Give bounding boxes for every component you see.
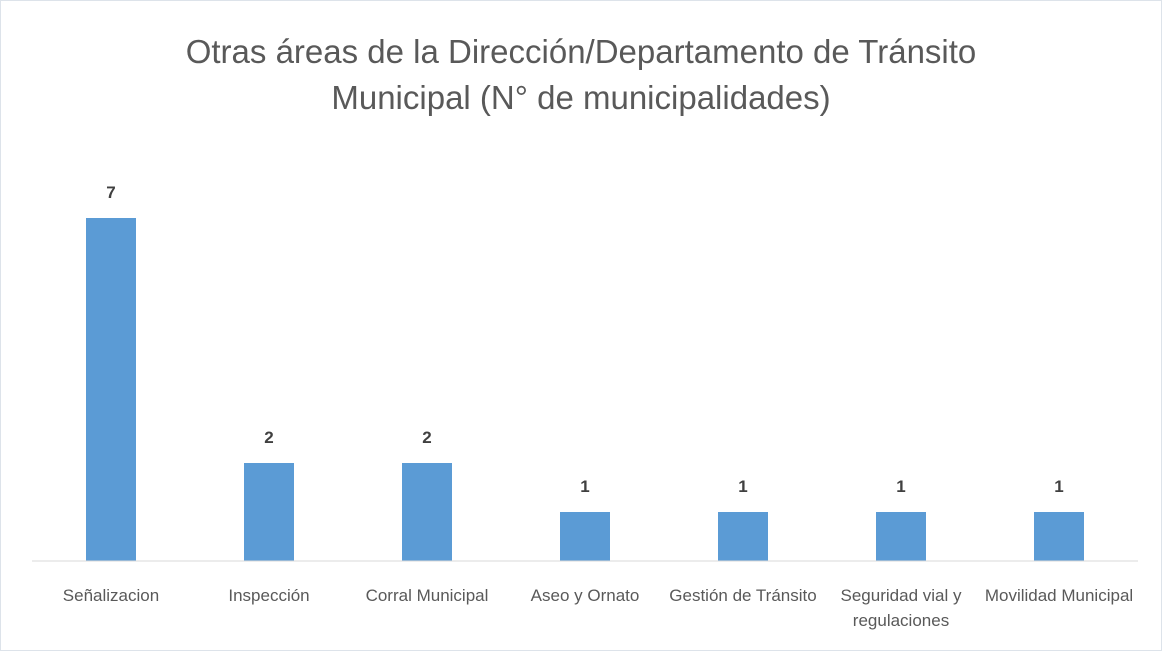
- x-tick-label: Señalizacion: [62, 586, 160, 605]
- bar: [560, 512, 610, 561]
- bar: [1034, 512, 1084, 561]
- x-tick-label: Seguridad vial y regulaciones: [840, 586, 962, 630]
- chart-title: Otras áreas de la Dirección/Departamento…: [185, 33, 977, 116]
- bar: [718, 512, 768, 561]
- data-label: 7: [106, 183, 115, 202]
- bar: [244, 463, 294, 561]
- bar: [876, 512, 926, 561]
- data-label: 2: [422, 428, 431, 447]
- x-tick-label: Aseo y Ornato: [530, 586, 640, 605]
- x-tick-label: Corral Municipal: [365, 586, 489, 605]
- x-tick-label: Gestión de Tránsito: [669, 586, 817, 605]
- x-tick-label: Movilidad Municipal: [984, 586, 1134, 605]
- bar: [86, 218, 136, 561]
- data-label: 1: [738, 477, 747, 496]
- data-label: 1: [896, 477, 905, 496]
- data-label: 1: [1054, 477, 1063, 496]
- x-tick-label: Inspección: [228, 586, 310, 605]
- data-label: 1: [580, 477, 589, 496]
- bar: [402, 463, 452, 561]
- data-label: 2: [264, 428, 273, 447]
